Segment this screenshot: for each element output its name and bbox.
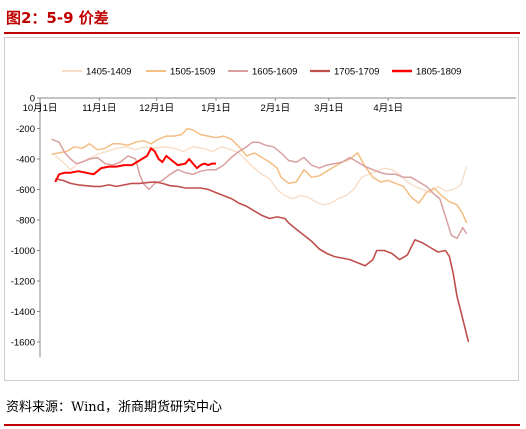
- y-tick-label: 0: [30, 94, 35, 105]
- x-tick-label: 3月1日: [314, 103, 344, 114]
- legend-label: 1805-1809: [416, 67, 461, 78]
- y-tick-label: -800: [16, 216, 35, 227]
- chart-frame: [4, 37, 519, 381]
- x-tick-label: 4月1日: [373, 103, 403, 114]
- x-tick-label: 12月1日: [139, 103, 174, 114]
- y-tick-label: -1000: [11, 246, 35, 257]
- series-line-1705-1709: [55, 178, 470, 343]
- title-rule: [4, 32, 520, 34]
- series-line-1605-1609: [51, 138, 468, 240]
- y-tick-label: -400: [16, 155, 35, 166]
- x-tick-label: 11月1日: [82, 103, 116, 114]
- series-line-1505-1509: [51, 127, 468, 224]
- series-line-1405-1409: [54, 146, 468, 206]
- legend-label: 1405-1409: [86, 67, 131, 78]
- legend-label: 1705-1709: [334, 67, 379, 78]
- y-tick-label: -1400: [11, 307, 35, 318]
- x-tick-label: 1月1日: [201, 103, 231, 114]
- y-tick-label: -200: [16, 124, 35, 135]
- series-line-1805-1809: [54, 147, 216, 183]
- x-tick-label: 10月1日: [23, 103, 58, 114]
- x-tick-label: 2月1日: [261, 103, 291, 114]
- y-tick-label: -600: [16, 185, 35, 196]
- legend-label: 1605-1609: [252, 67, 297, 78]
- y-tick-label: -1600: [11, 338, 35, 349]
- y-tick-label: -1200: [11, 277, 35, 288]
- legend-label: 1505-1509: [170, 67, 215, 78]
- source-rule: [4, 424, 520, 426]
- page-title: 图2：5-9 价差: [6, 9, 109, 27]
- source-note: 资料来源：Wind，浙商期货研究中心: [6, 400, 222, 415]
